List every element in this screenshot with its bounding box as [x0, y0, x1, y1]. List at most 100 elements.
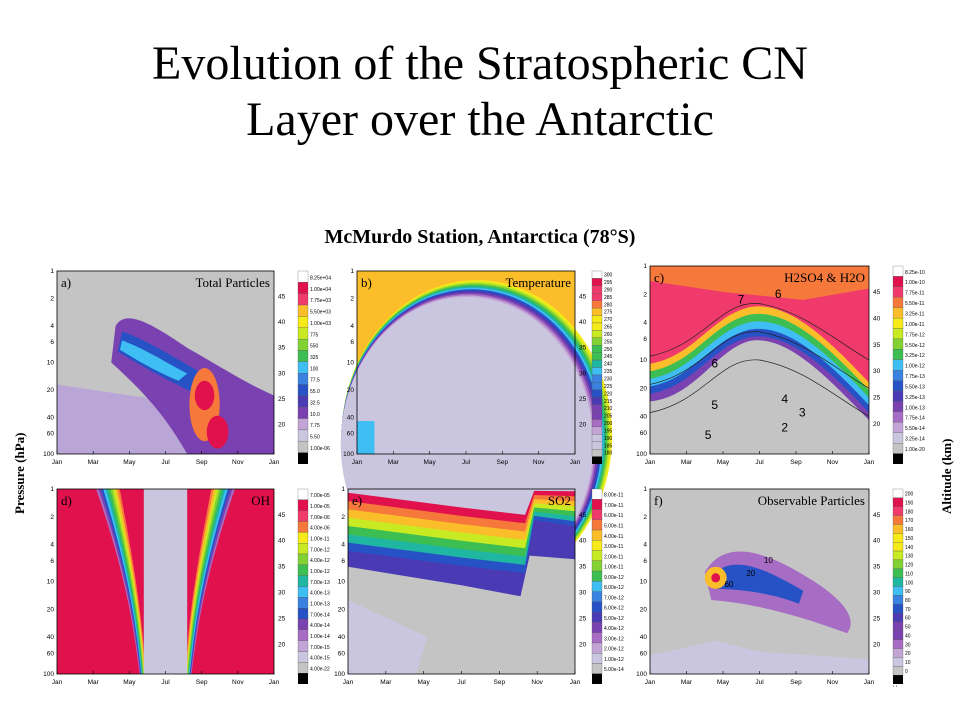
colorbar-label: 235 [604, 369, 613, 375]
y-tick-label: 2 [341, 514, 345, 521]
colorbar-label: 8.00e-11 [604, 493, 624, 499]
y-tick-label: 4 [350, 323, 354, 330]
field-red-core [711, 573, 721, 583]
altitude-tick-label: 35 [278, 345, 286, 352]
y-tick-label: 1 [350, 268, 354, 275]
colorbar-label: 180 [604, 451, 613, 457]
colorbar-label: 1.00e-13 [310, 601, 330, 607]
altitude-tick-label: 25 [873, 615, 881, 622]
colorbar-swatch [297, 564, 309, 576]
colorbar-label: 195 [604, 428, 613, 434]
colorbar-swatch [297, 327, 309, 340]
colorbar-label: 7.00e-14 [310, 612, 330, 618]
contour-label: 10 [764, 556, 773, 565]
x-tick-label: Mar [388, 459, 400, 466]
colorbar-label: 8.25e-10 [905, 270, 925, 276]
colorbar-swatch [892, 307, 904, 319]
colorbar-swatch [591, 374, 603, 383]
colorbar-swatch [892, 488, 904, 499]
colorbar-swatch [591, 499, 603, 510]
altitude-tick-label: 20 [873, 421, 881, 428]
colorbar-label: 180 [905, 509, 914, 515]
y-tick-label: 20 [347, 387, 355, 394]
colorbar-swatch [591, 307, 603, 316]
colorbar-label: 1.00e-11 [604, 565, 624, 571]
x-tick-label: Sep [790, 459, 802, 466]
title-line-1: Evolution of the Stratospheric CN [152, 37, 808, 90]
colorbar-swatch [297, 407, 309, 419]
x-tick-label: Sep [790, 679, 802, 686]
x-tick-label: Jan [570, 679, 581, 686]
colorbar-label: 3.25e-12 [905, 353, 925, 359]
y-tick-label: 6 [341, 558, 345, 565]
contour-line [649, 359, 870, 417]
colorbar-label: 8.25e+04 [310, 276, 331, 282]
x-tick-label: Jan [864, 679, 875, 686]
x-tick-label: Nov [232, 679, 244, 686]
colorbar-swatch [591, 449, 603, 457]
colorbar-label: 5.50e-14 [905, 426, 925, 432]
colorbar-swatch [892, 506, 904, 516]
colorbar-swatch [892, 286, 904, 298]
colorbar-swatch [297, 304, 309, 317]
colorbar-label: 40 [905, 633, 911, 639]
contour-line [649, 331, 870, 389]
field-lower-band [650, 640, 869, 674]
figure-subtitle: McMurdo Station, Antarctica (78°S) [324, 226, 636, 248]
colorbar-swatch [297, 597, 309, 609]
colorbar-swatch [591, 519, 603, 531]
colorbar-label: 1.00e-05 [310, 504, 330, 510]
colorbar-swatch [297, 316, 309, 328]
x-tick-label: Jul [161, 679, 170, 686]
colorbar-label: 7.75e-12 [905, 332, 925, 338]
colorbar-label: 285 [604, 295, 613, 301]
colorbar-swatch [592, 673, 602, 684]
colorbar-swatch [892, 380, 904, 392]
colorbar-label: 4.00e-14 [310, 623, 330, 629]
altitude-tick-label: 35 [873, 564, 881, 571]
x-tick-label: Jan [52, 459, 63, 466]
panel-a: a) Total Particles Jan Mar May Jul Sep Nov Jan 1 2… [43, 268, 331, 466]
altitude-tick-label: 40 [873, 538, 881, 545]
panel-title: Observable Particles [758, 493, 865, 508]
x-tick-label: Jan [52, 679, 63, 686]
colorbar-swatch [591, 270, 603, 279]
colorbar-label: 230 [604, 376, 613, 382]
colorbar-label: 5.00e-12 [604, 616, 624, 622]
colorbar-label: 190 [604, 436, 613, 442]
colorbar-swatch [591, 622, 603, 633]
colorbar-label: 1.00e+04 [310, 287, 331, 293]
colorbar-swatch [591, 411, 603, 420]
colorbar-label: 1.00e-06 [310, 446, 330, 452]
colorbar-swatch [297, 499, 309, 511]
colorbar-swatch [591, 300, 603, 309]
colorbar-label: 20 [905, 651, 911, 657]
colorbar-label: 50 [905, 625, 911, 631]
colorbar-label: 200 [604, 421, 613, 427]
colorbar-swatch [892, 639, 904, 649]
x-tick-label: Sep [497, 459, 509, 466]
x-tick-label: May [717, 459, 730, 466]
x-tick-label: May [123, 459, 136, 466]
field-orange-top [650, 266, 869, 300]
contour-label: 5 [711, 398, 718, 412]
colorbar-label: 775 [310, 332, 319, 338]
colorbar-swatch [297, 553, 309, 565]
y-tick-label: 10 [338, 579, 346, 586]
altitude-tick-label: 45 [873, 289, 881, 296]
panel-label: d) [61, 493, 72, 508]
colorbar-swatch [297, 608, 309, 620]
altitude-tick-label: 40 [579, 538, 587, 545]
panel-title: Total Particles [195, 275, 270, 290]
altitude-tick-label: 20 [579, 422, 587, 429]
contour-label: 5 [705, 428, 712, 442]
y-tick-label: 100 [636, 451, 647, 458]
colorbar-swatch [592, 456, 602, 464]
colorbar-label: 0 [905, 669, 908, 675]
y-tick-label: 6 [643, 336, 647, 343]
x-tick-label: Jan [864, 459, 875, 466]
colorbar-swatch [591, 663, 603, 674]
colorbar-label: 275 [604, 310, 613, 316]
colorbar-swatch [297, 640, 309, 652]
